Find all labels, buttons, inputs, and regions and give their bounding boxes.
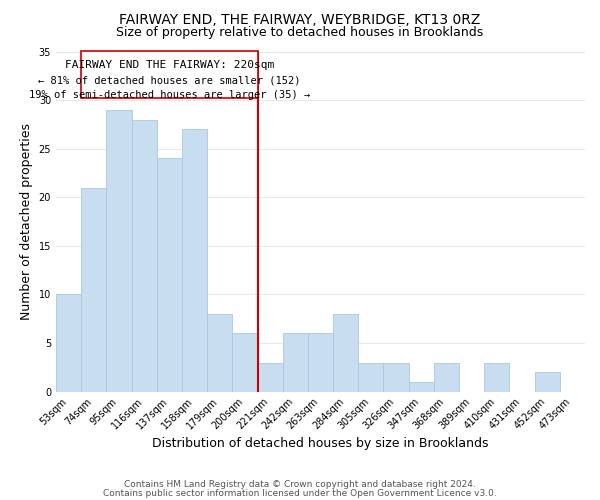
Bar [358, 362, 383, 392]
X-axis label: Distribution of detached houses by size in Brooklands: Distribution of detached houses by size … [152, 437, 489, 450]
Bar [333, 314, 358, 392]
Bar [283, 334, 308, 392]
Text: Size of property relative to detached houses in Brooklands: Size of property relative to detached ho… [116, 26, 484, 39]
Bar [106, 110, 131, 392]
Bar [484, 362, 509, 392]
Bar [383, 362, 409, 392]
Bar [81, 52, 257, 98]
Text: FAIRWAY END, THE FAIRWAY, WEYBRIDGE, KT13 0RZ: FAIRWAY END, THE FAIRWAY, WEYBRIDGE, KT1… [119, 12, 481, 26]
Text: Contains public sector information licensed under the Open Government Licence v3: Contains public sector information licen… [103, 488, 497, 498]
Bar [81, 188, 106, 392]
Bar [535, 372, 560, 392]
Bar [232, 334, 257, 392]
Text: FAIRWAY END THE FAIRWAY: 220sqm: FAIRWAY END THE FAIRWAY: 220sqm [65, 60, 274, 70]
Bar [157, 158, 182, 392]
Y-axis label: Number of detached properties: Number of detached properties [20, 123, 33, 320]
Text: Contains HM Land Registry data © Crown copyright and database right 2024.: Contains HM Land Registry data © Crown c… [124, 480, 476, 489]
Text: ← 81% of detached houses are smaller (152): ← 81% of detached houses are smaller (15… [38, 76, 301, 86]
Text: 19% of semi-detached houses are larger (35) →: 19% of semi-detached houses are larger (… [29, 90, 310, 100]
Bar [257, 362, 283, 392]
Bar [207, 314, 232, 392]
Bar [434, 362, 459, 392]
Bar [409, 382, 434, 392]
Bar [56, 294, 81, 392]
Bar [308, 334, 333, 392]
Bar [182, 130, 207, 392]
Bar [131, 120, 157, 392]
